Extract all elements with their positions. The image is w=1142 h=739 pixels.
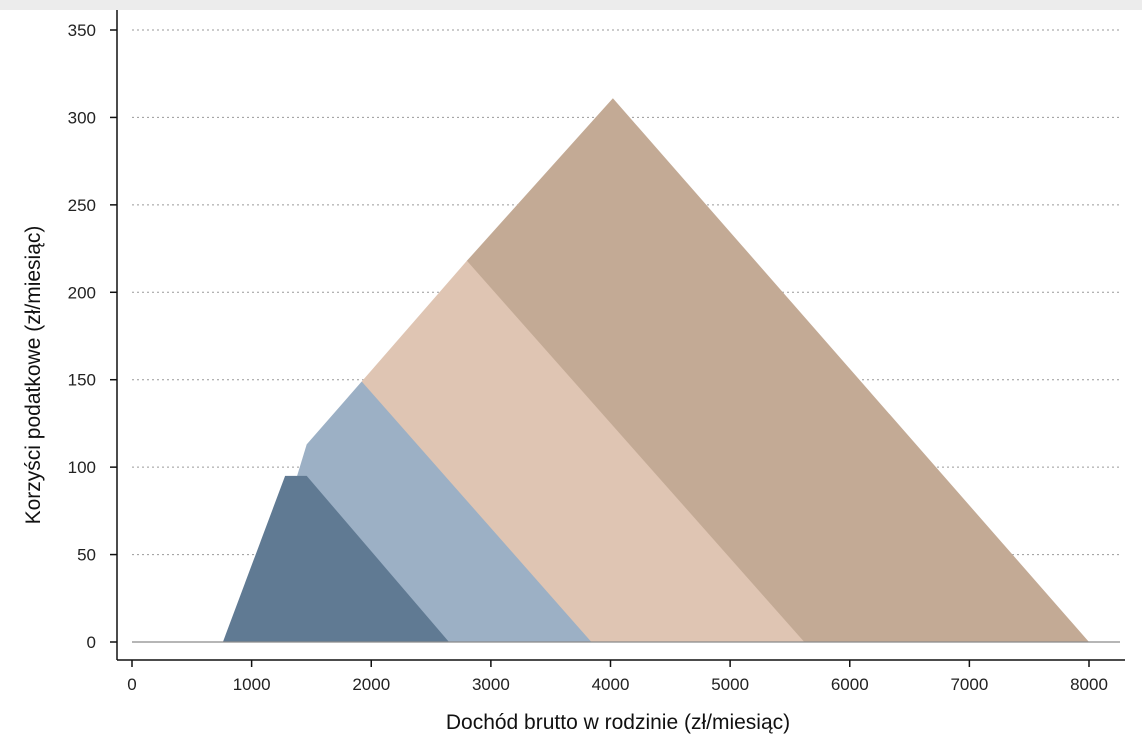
x-tick-label: 5000 bbox=[711, 675, 749, 694]
x-ticks: 0 1000 2000 3000 4000 5000 6000 7000 8000 bbox=[127, 660, 1108, 694]
y-tick-label: 250 bbox=[68, 196, 96, 215]
area-series-4 bbox=[222, 475, 449, 642]
y-tick-label: 0 bbox=[87, 633, 96, 652]
y-tick-label: 300 bbox=[68, 108, 96, 127]
y-tick-label: 100 bbox=[68, 458, 96, 477]
x-tick-label: 2000 bbox=[352, 675, 390, 694]
x-axis-title: Dochód brutto w rodzinie (zł/miesiąc) bbox=[446, 711, 790, 734]
axes bbox=[116, 10, 1125, 661]
x-tick-label: 1000 bbox=[233, 675, 271, 694]
y-tick-label: 200 bbox=[68, 283, 96, 302]
y-tick-label: 150 bbox=[68, 371, 96, 390]
y-ticks: 0 50 100 150 200 250 300 350 bbox=[68, 21, 117, 652]
y-tick-label: 350 bbox=[68, 21, 96, 40]
x-tick-label: 3000 bbox=[472, 675, 510, 694]
x-tick-label: 8000 bbox=[1070, 675, 1108, 694]
y-axis-title: Korzyści podatkowe (zł/miesiąc) bbox=[22, 226, 45, 525]
y-tick-label: 50 bbox=[77, 546, 96, 565]
x-tick-label: 6000 bbox=[831, 675, 869, 694]
area-series bbox=[222, 98, 1089, 642]
top-strip bbox=[0, 0, 1142, 10]
x-tick-label: 4000 bbox=[592, 675, 630, 694]
x-tick-label: 0 bbox=[127, 675, 136, 694]
x-tick-label: 7000 bbox=[950, 675, 988, 694]
